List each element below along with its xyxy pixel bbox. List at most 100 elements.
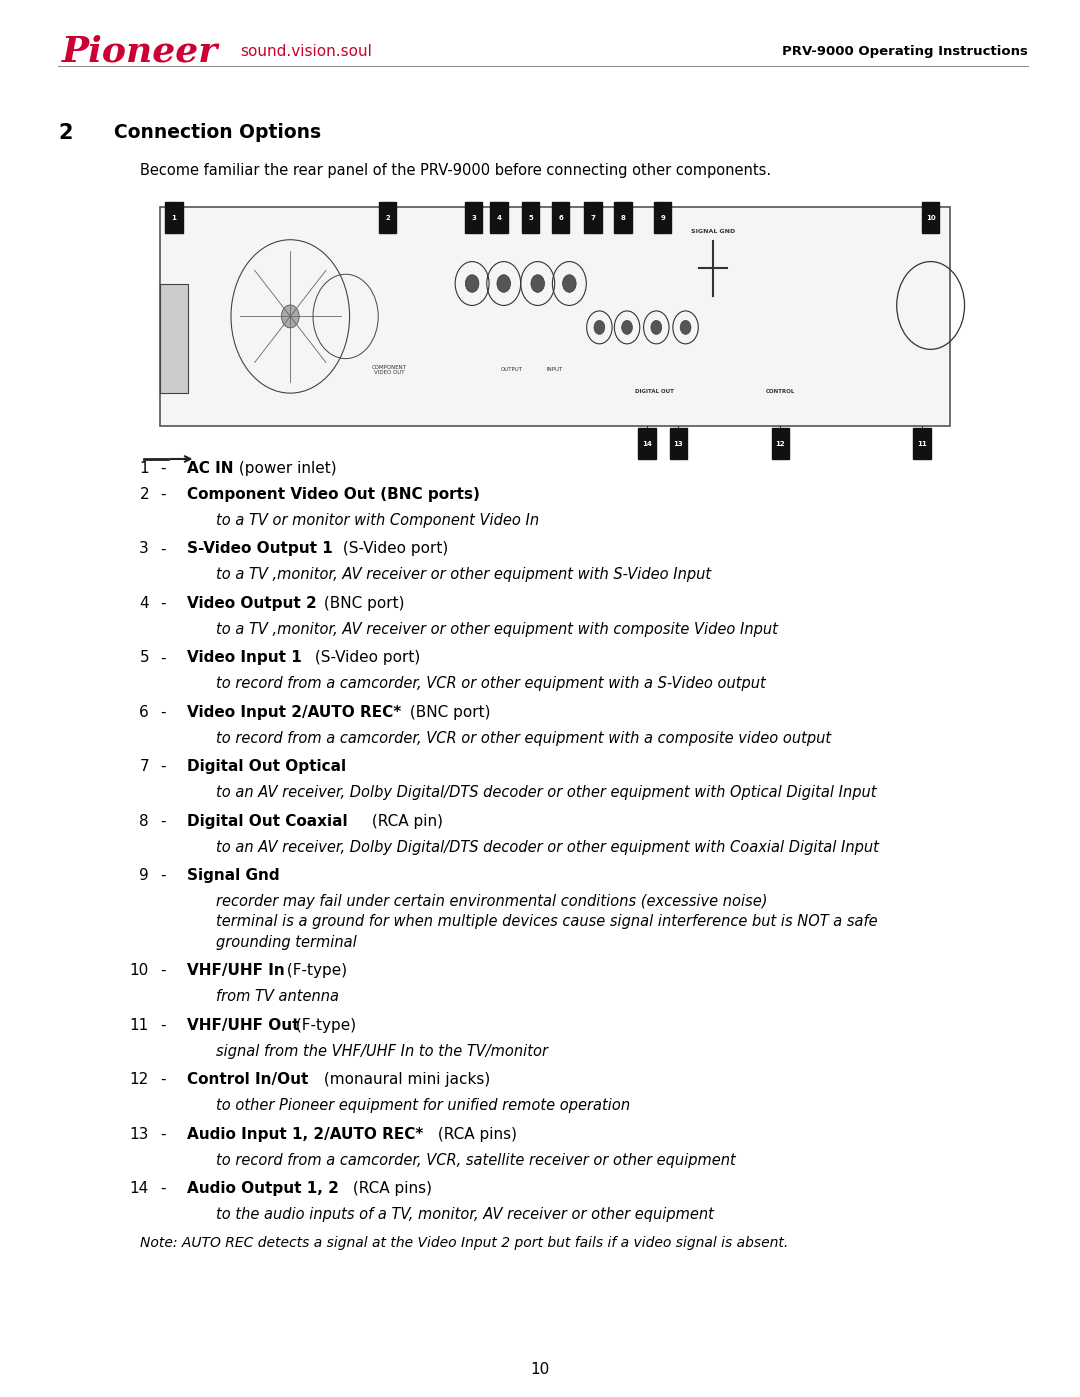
Text: 12: 12 xyxy=(130,1071,149,1087)
Text: to a TV ,monitor, AV receiver or other equipment with composite Video Input: to a TV ,monitor, AV receiver or other e… xyxy=(216,622,778,637)
Text: (RCA pin): (RCA pin) xyxy=(367,813,443,828)
Text: Note: AUTO REC detects a signal at the Video Input 2 port but fails if a video s: Note: AUTO REC detects a signal at the V… xyxy=(140,1235,788,1250)
Text: 4: 4 xyxy=(139,597,149,610)
Text: S-Video Output 1: S-Video Output 1 xyxy=(187,542,333,556)
Text: Audio Input 1, 2/AUTO REC*: Audio Input 1, 2/AUTO REC* xyxy=(187,1126,423,1141)
FancyBboxPatch shape xyxy=(922,203,940,233)
Text: 1: 1 xyxy=(172,215,176,221)
FancyBboxPatch shape xyxy=(379,203,396,233)
Text: 11: 11 xyxy=(917,440,927,447)
Text: -: - xyxy=(160,760,165,774)
Text: 1: 1 xyxy=(139,461,149,476)
Text: (F-type): (F-type) xyxy=(291,1017,356,1032)
Text: 5: 5 xyxy=(139,651,149,665)
Text: (monaural mini jacks): (monaural mini jacks) xyxy=(320,1071,490,1087)
Text: PRV-9000 Operating Instructions: PRV-9000 Operating Instructions xyxy=(782,45,1028,59)
Text: (S-Video port): (S-Video port) xyxy=(310,651,420,665)
Text: -: - xyxy=(160,705,165,719)
Text: to other Pioneer equipment for unified remote operation: to other Pioneer equipment for unified r… xyxy=(216,1098,630,1113)
Circle shape xyxy=(594,320,605,334)
Text: 9: 9 xyxy=(139,868,149,883)
Text: (RCA pins): (RCA pins) xyxy=(348,1180,432,1196)
Text: from TV antenna: from TV antenna xyxy=(216,989,339,1004)
Text: 8: 8 xyxy=(139,813,149,828)
Text: 13: 13 xyxy=(130,1126,149,1141)
Text: Connection Options: Connection Options xyxy=(114,123,322,142)
Text: to a TV or monitor with Component Video In: to a TV or monitor with Component Video … xyxy=(216,513,539,528)
Text: SIGNAL GND: SIGNAL GND xyxy=(691,229,735,235)
Text: to record from a camcorder, VCR, satellite receiver or other equipment: to record from a camcorder, VCR, satelli… xyxy=(216,1153,735,1168)
Text: (BNC port): (BNC port) xyxy=(405,705,490,719)
FancyBboxPatch shape xyxy=(654,203,672,233)
Text: 6: 6 xyxy=(558,215,563,221)
Text: AC IN: AC IN xyxy=(187,461,233,476)
Text: 6: 6 xyxy=(139,705,149,719)
Text: 9: 9 xyxy=(660,215,665,221)
Text: to the audio inputs of a TV, monitor, AV receiver or other equipment: to the audio inputs of a TV, monitor, AV… xyxy=(216,1207,714,1222)
Text: 2: 2 xyxy=(139,488,149,502)
Text: Signal Gnd: Signal Gnd xyxy=(187,868,280,883)
Text: CONTROL: CONTROL xyxy=(766,390,795,394)
Text: to an AV receiver, Dolby Digital/DTS decoder or other equipment with Optical Dig: to an AV receiver, Dolby Digital/DTS dec… xyxy=(216,785,877,800)
Text: Video Input 1: Video Input 1 xyxy=(187,651,301,665)
Text: -: - xyxy=(160,813,165,828)
FancyBboxPatch shape xyxy=(160,284,188,393)
Text: 2: 2 xyxy=(58,123,72,142)
Text: 10: 10 xyxy=(130,963,149,978)
Text: Component Video Out (BNC ports): Component Video Out (BNC ports) xyxy=(187,488,480,502)
Text: 5: 5 xyxy=(528,215,534,221)
Text: -: - xyxy=(160,488,165,502)
FancyBboxPatch shape xyxy=(772,429,789,460)
Text: Digital Out Coaxial: Digital Out Coaxial xyxy=(187,813,348,828)
Text: (F-type): (F-type) xyxy=(282,963,347,978)
FancyBboxPatch shape xyxy=(465,203,483,233)
Text: INPUT: INPUT xyxy=(546,367,564,372)
Text: sound.vision.soul: sound.vision.soul xyxy=(240,45,372,59)
Text: (BNC port): (BNC port) xyxy=(320,597,405,610)
Text: DIGITAL OUT: DIGITAL OUT xyxy=(635,390,673,394)
Circle shape xyxy=(680,320,691,334)
Text: Pioneer: Pioneer xyxy=(62,35,218,68)
FancyBboxPatch shape xyxy=(638,429,656,460)
Circle shape xyxy=(531,275,544,292)
Circle shape xyxy=(622,320,633,334)
Text: 8: 8 xyxy=(621,215,625,221)
FancyBboxPatch shape xyxy=(914,429,931,460)
Text: 10: 10 xyxy=(926,215,935,221)
Text: -: - xyxy=(160,963,165,978)
Text: terminal is a ground for when multiple devices cause signal interference but is : terminal is a ground for when multiple d… xyxy=(216,914,878,929)
Text: recorder may fail under certain environmental conditions (excessive noise): recorder may fail under certain environm… xyxy=(216,894,768,909)
Text: (S-Video port): (S-Video port) xyxy=(338,542,448,556)
Text: 3: 3 xyxy=(139,542,149,556)
Circle shape xyxy=(282,305,299,328)
Text: VHF/UHF In: VHF/UHF In xyxy=(187,963,285,978)
Text: to a TV ,monitor, AV receiver or other equipment with S-Video Input: to a TV ,monitor, AV receiver or other e… xyxy=(216,567,711,583)
Text: 11: 11 xyxy=(130,1017,149,1032)
FancyBboxPatch shape xyxy=(615,203,632,233)
Text: 4: 4 xyxy=(497,215,501,221)
Circle shape xyxy=(563,275,576,292)
Circle shape xyxy=(465,275,478,292)
Text: -: - xyxy=(160,868,165,883)
Text: to record from a camcorder, VCR or other equipment with a composite video output: to record from a camcorder, VCR or other… xyxy=(216,731,832,746)
Text: -: - xyxy=(160,651,165,665)
Text: Become familiar the rear panel of the PRV-9000 before connecting other component: Become familiar the rear panel of the PR… xyxy=(140,163,771,179)
Text: 7: 7 xyxy=(591,215,595,221)
FancyBboxPatch shape xyxy=(522,203,539,233)
Text: 10: 10 xyxy=(530,1362,550,1376)
Text: to record from a camcorder, VCR or other equipment with a S-Video output: to record from a camcorder, VCR or other… xyxy=(216,676,766,692)
Text: -: - xyxy=(160,1180,165,1196)
Text: 3: 3 xyxy=(471,215,476,221)
Text: -: - xyxy=(160,461,165,476)
FancyBboxPatch shape xyxy=(165,203,183,233)
Text: 14: 14 xyxy=(642,440,651,447)
Text: Audio Output 1, 2: Audio Output 1, 2 xyxy=(187,1180,339,1196)
Text: VHF/UHF Out: VHF/UHF Out xyxy=(187,1017,299,1032)
Text: 13: 13 xyxy=(674,440,684,447)
Text: Control In/Out: Control In/Out xyxy=(187,1071,308,1087)
Text: (power inlet): (power inlet) xyxy=(234,461,337,476)
Text: 12: 12 xyxy=(775,440,785,447)
FancyBboxPatch shape xyxy=(160,207,950,426)
Text: 14: 14 xyxy=(130,1180,149,1196)
Text: -: - xyxy=(160,1126,165,1141)
